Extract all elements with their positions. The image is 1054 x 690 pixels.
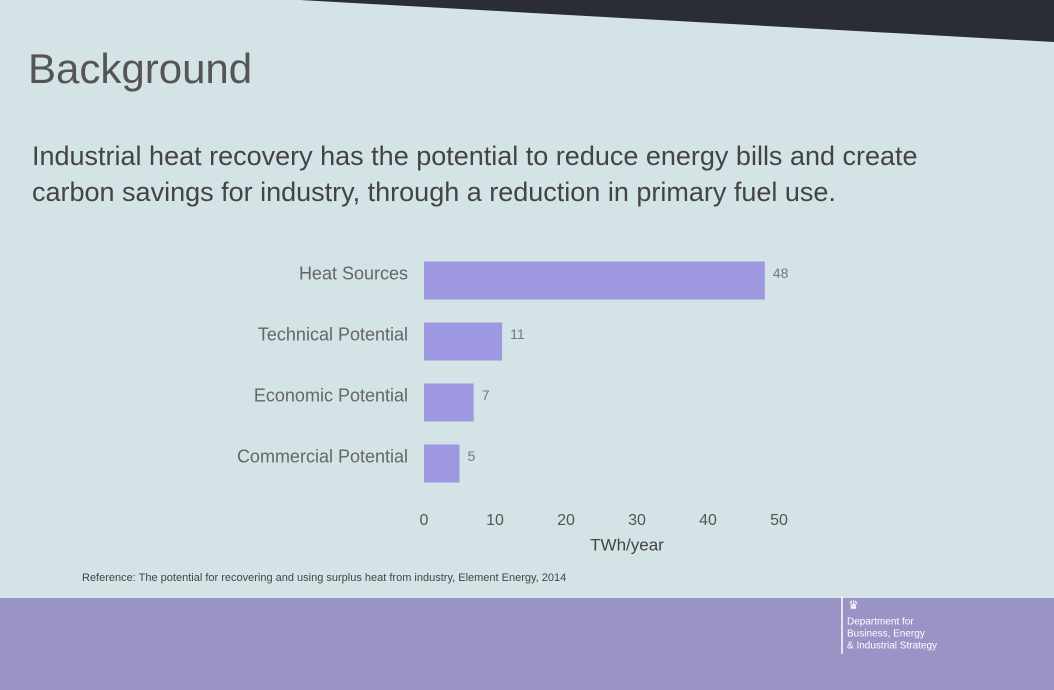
y-tick-label: Economic Potential: [254, 385, 408, 405]
x-axis-label: TWh/year: [590, 535, 664, 554]
slide-title: Background: [28, 45, 252, 92]
logo-text: Business, Energy: [847, 629, 925, 640]
logo-crest: ♛: [848, 598, 859, 612]
logo-text: & Industrial Strategy: [847, 641, 937, 652]
x-tick-label: 20: [557, 512, 575, 529]
x-tick-label: 10: [486, 512, 504, 529]
y-tick-label: Heat Sources: [299, 263, 408, 283]
y-tick-label: Commercial Potential: [237, 446, 408, 466]
bar: [424, 322, 503, 361]
footer-band: [0, 598, 1054, 690]
bar: [424, 261, 765, 300]
bar: [424, 383, 474, 422]
body-text: carbon savings for industry, through a r…: [32, 177, 836, 207]
x-tick-label: 30: [628, 512, 646, 529]
x-tick-label: 50: [770, 512, 788, 529]
logo-text: Department for: [847, 617, 914, 628]
reference: Reference: The potential for recovering …: [82, 572, 566, 584]
y-tick-label: Technical Potential: [258, 324, 408, 344]
value-label: 7: [482, 387, 490, 403]
x-tick-label: 40: [699, 512, 717, 529]
value-label: 11: [510, 326, 525, 342]
body-text: Industrial heat recovery has the potenti…: [32, 141, 918, 171]
value-label: 5: [468, 448, 476, 464]
value-label: 48: [773, 265, 789, 281]
x-tick-label: 0: [420, 512, 429, 529]
top-edge: [300, 0, 1054, 42]
bar: [424, 444, 460, 483]
